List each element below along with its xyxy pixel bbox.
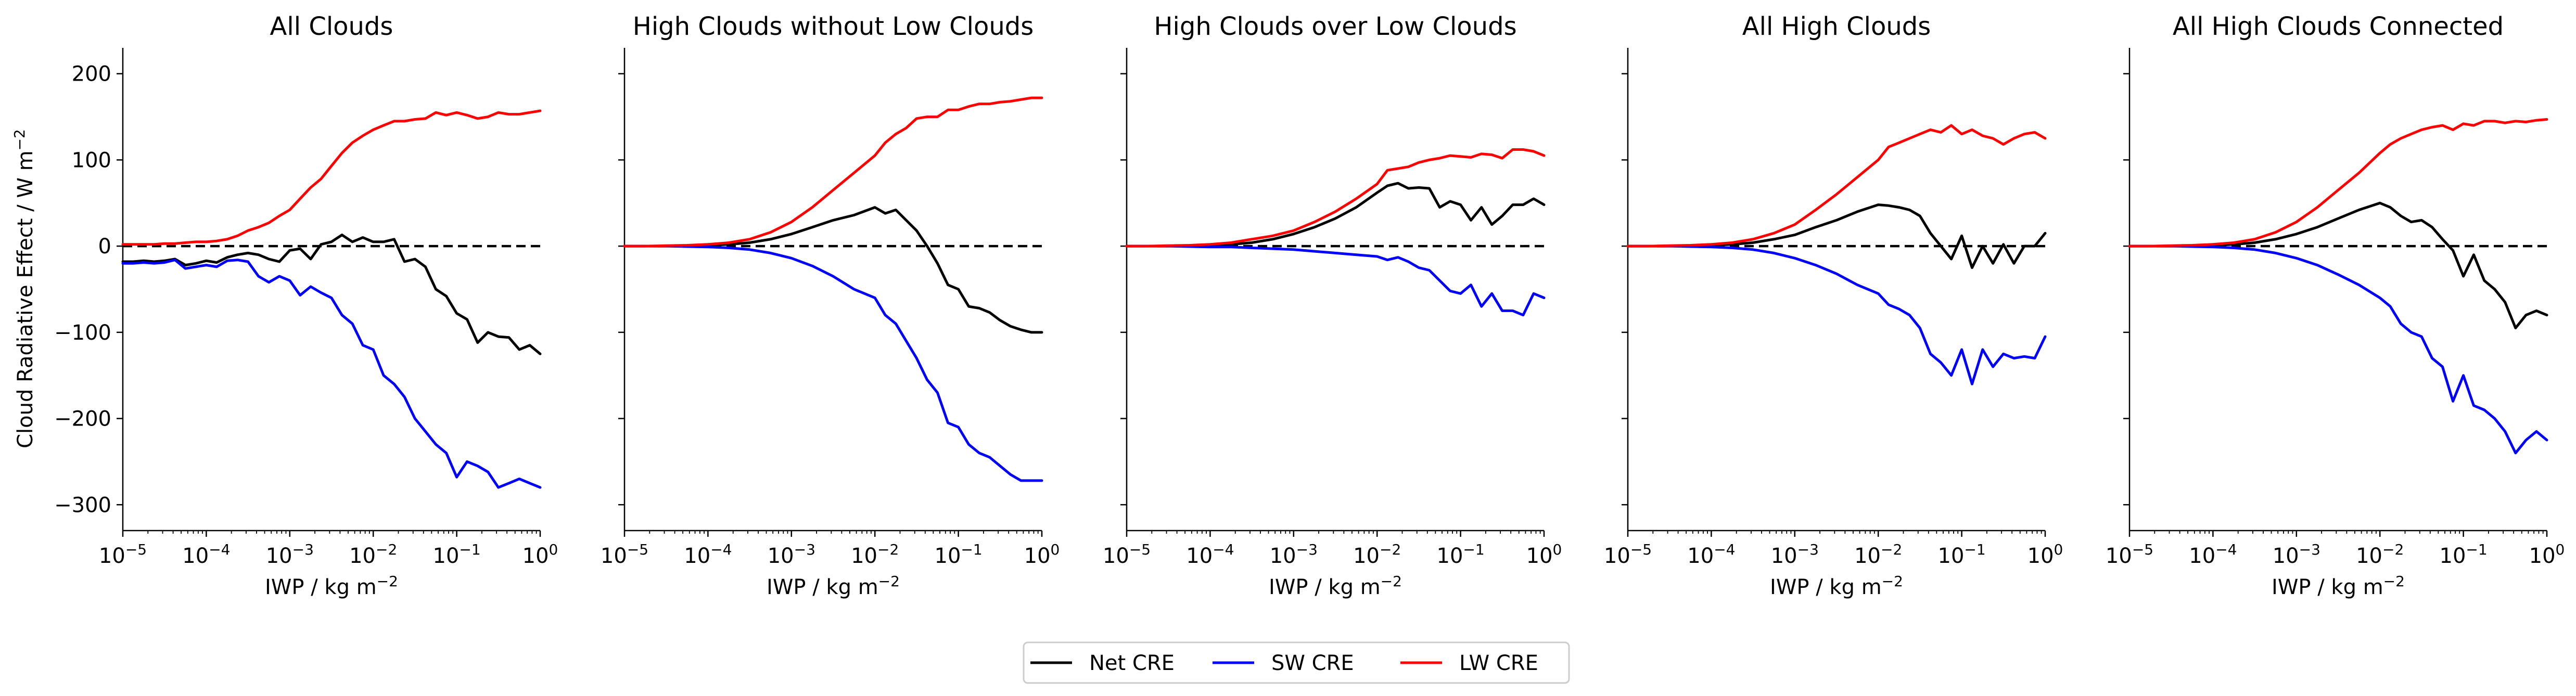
legend-label: Net CRE	[1089, 651, 1175, 675]
panel-4: All High Clouds 10−5 10−4 10−3 10−2 10−1 100 IW…	[1604, 12, 2063, 599]
panels: All Clouds 200 100 0 −100 −200 −300 10−5 10−4 10−…	[54, 12, 2565, 599]
legend-items: Net CRE SW CRE LW CRE	[1030, 651, 1538, 675]
x-axis-label: IWP / kg m−2	[1269, 573, 1402, 599]
x-tick-label: 100	[2027, 541, 2063, 568]
x-tick-label: 10−5	[99, 541, 147, 568]
x-tick-label: 100	[2529, 541, 2565, 568]
x-tick-label: 10−3	[2273, 541, 2320, 568]
x-tick-label: 10−5	[601, 541, 648, 568]
x-tick-label: 10−5	[1604, 541, 1652, 568]
x-tick-label: 10−3	[1771, 541, 1819, 568]
x-axis-label: IWP / kg m−2	[2272, 573, 2405, 599]
series-line-lw-cre	[121, 109, 542, 246]
x-tick-label: 10−3	[1270, 541, 1318, 568]
y-axis-label: Cloud Radiative Effect / W m−2	[11, 129, 37, 448]
series-line-net-cre	[1626, 203, 2047, 269]
x-axis-label: IWP / kg m−2	[767, 573, 900, 599]
x-tick-label: 10−2	[2356, 541, 2404, 568]
x-tick-label: 10−2	[851, 541, 899, 568]
x-tick-label: 10−4	[1186, 541, 1234, 568]
y-tick-label: 200	[72, 62, 111, 86]
series-line-lw-cre	[2128, 118, 2548, 248]
series-line-net-cre	[121, 234, 542, 355]
series-line-net-cre	[2128, 201, 2548, 330]
x-tick-label: 10−2	[1353, 541, 1401, 568]
x-tick-label: 10−1	[935, 541, 983, 568]
series-line-lw-cre	[623, 96, 1043, 248]
x-tick-label: 10−4	[1687, 541, 1735, 568]
panel-title: High Clouds over Low Clouds	[1154, 12, 1516, 41]
series-line-net-cre	[623, 206, 1043, 334]
y-tick-label: 0	[98, 235, 111, 259]
legend-label: LW CRE	[1459, 651, 1538, 675]
series-line-sw-cre	[121, 259, 542, 489]
legend-frame	[1023, 641, 1570, 684]
x-axis-label: IWP / kg m−2	[1770, 573, 1903, 599]
y-tick-label: −200	[54, 407, 111, 431]
x-tick-label: 10−4	[182, 541, 230, 568]
panel-3: High Clouds over Low Clouds 10−5 10−4 10−3 1…	[1103, 12, 1562, 599]
x-tick-label: 10−2	[349, 541, 397, 568]
x-tick-label: 10−4	[2189, 541, 2237, 568]
x-tick-label: 10−1	[1437, 541, 1485, 568]
x-tick-label: 10−1	[433, 541, 481, 568]
series-line-lw-cre	[1626, 124, 2047, 248]
panel-title: All High Clouds Connected	[2173, 12, 2504, 41]
panel-title: All Clouds	[270, 12, 393, 41]
series-line-sw-cre	[1125, 244, 1546, 317]
x-tick-label: 100	[522, 541, 558, 568]
x-tick-label: 100	[1024, 541, 1060, 568]
y-tick-label: −300	[54, 493, 111, 517]
x-tick-label: 10−5	[1103, 541, 1151, 568]
panel-1: All Clouds 200 100 0 −100 −200 −300 10−5 10−4 10−…	[54, 12, 558, 599]
x-tick-label: 10−2	[1854, 541, 1902, 568]
x-tick-label: 10−1	[2440, 541, 2488, 568]
x-tick-label: 10−3	[266, 541, 314, 568]
x-tick-label: 10−3	[768, 541, 815, 568]
x-axis-label: IWP / kg m−2	[265, 573, 398, 599]
series-line-sw-cre	[623, 244, 1043, 482]
series-line-sw-cre	[2128, 244, 2548, 455]
panel-2: High Clouds without Low Clouds 10−5 10−4 10…	[601, 12, 1060, 599]
panel-title: All High Clouds	[1742, 12, 1931, 41]
x-tick-label: 10−1	[1938, 541, 1986, 568]
y-tick-label: 100	[72, 148, 111, 172]
series-line-net-cre	[1125, 182, 1546, 248]
y-tick-label: −100	[54, 321, 111, 345]
series-line-lw-cre	[1125, 148, 1546, 248]
x-tick-label: 10−5	[2106, 541, 2153, 568]
series-line-sw-cre	[1626, 244, 2047, 385]
panel-5: All High Clouds Connected 10−5 10−4 10−3 10−…	[2106, 12, 2565, 599]
legend: Net CRE SW CRE LW CRE	[1023, 641, 1570, 684]
panel-title: High Clouds without Low Clouds	[633, 12, 1034, 41]
legend-label: SW CRE	[1271, 651, 1354, 675]
x-tick-label: 100	[1526, 541, 1562, 568]
x-tick-label: 10−4	[684, 541, 732, 568]
